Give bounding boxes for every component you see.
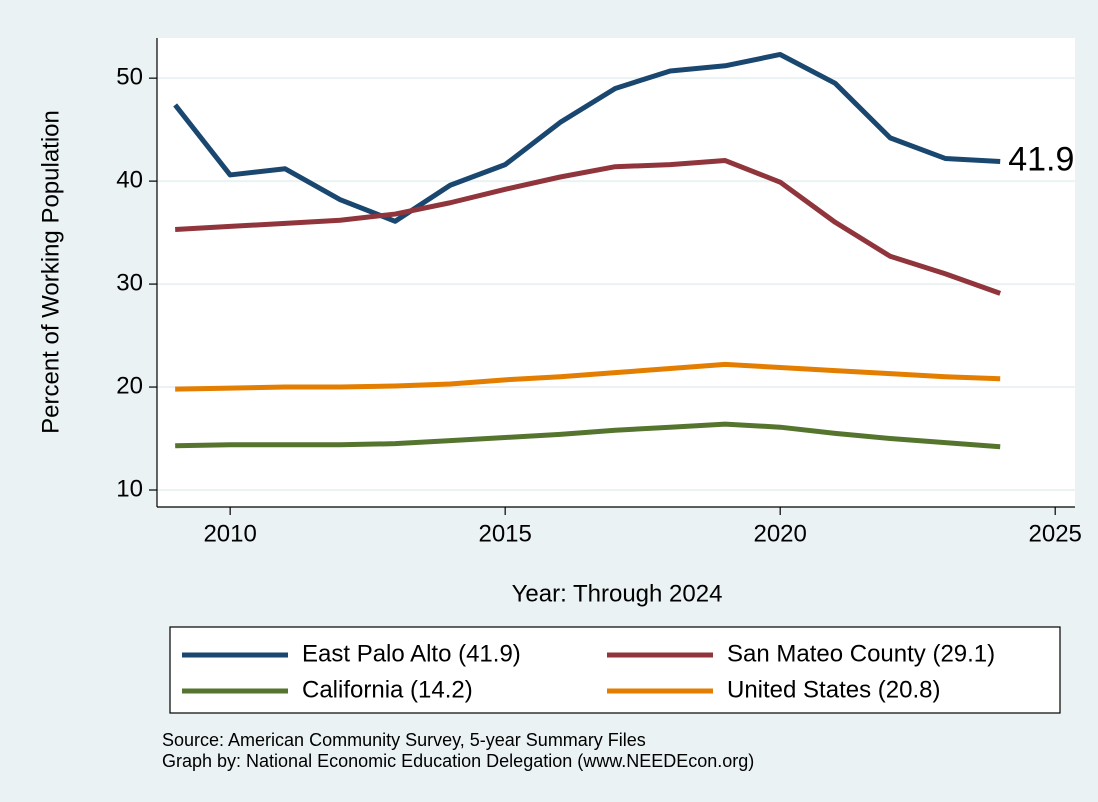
x-tick-label: 2010 [203,520,256,547]
legend [169,626,1061,714]
data-label: 41.9 [1008,141,1074,179]
y-tick-label: 20 [116,372,143,399]
y-tick-label: 40 [116,166,143,193]
x-tick-label: 2015 [478,520,531,547]
y-axis-label: Percent of Working Population [37,110,64,434]
x-tick-label: 2025 [1029,520,1082,547]
credit-note: Graph by: National Economic Education De… [162,751,754,771]
series-line [175,421,1001,450]
series-line [175,361,1001,392]
y-tick-label: 10 [116,475,143,502]
x-axis-label: Year: Through 2024 [512,580,723,607]
legend-label: United States (20.8) [727,676,940,703]
legend-label: East Palo Alto (41.9) [302,640,521,667]
series-line [175,158,1002,296]
legend-label: California (14.2) [302,676,473,703]
legend-label: San Mateo County (29.1) [727,640,995,667]
source-note: Source: American Community Survey, 5-yea… [162,730,646,750]
y-tick-label: 50 [116,63,143,90]
series-line [173,51,1001,224]
y-tick-label: 30 [116,269,143,296]
x-tick-label: 2020 [753,520,806,547]
